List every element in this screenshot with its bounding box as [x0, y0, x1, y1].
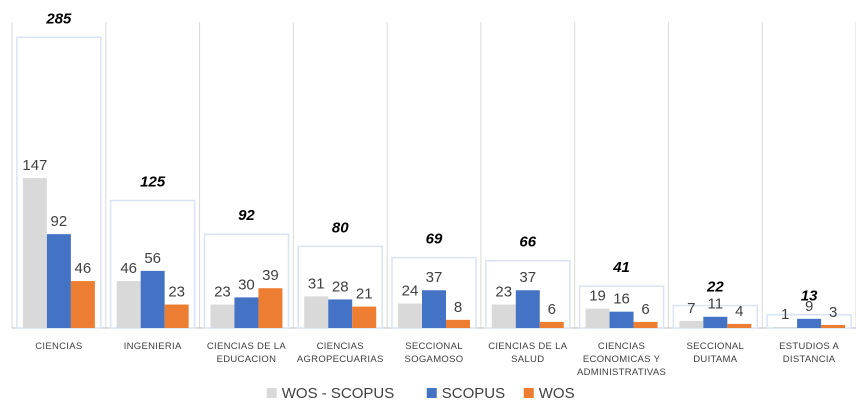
total-label: 22 — [706, 279, 724, 296]
x-tick-label-line: SECCIONAL — [405, 341, 463, 352]
x-tick-label-line: AGROPECUARIAS — [297, 354, 384, 365]
value-label: 24 — [402, 282, 419, 299]
value-label: 4 — [735, 303, 743, 320]
legend-swatch — [523, 388, 534, 398]
value-label: 147 — [22, 157, 47, 174]
x-tick-label: ESTUDIOS A DISTANCIA — [779, 341, 839, 365]
value-label: 9 — [805, 298, 813, 315]
bar — [234, 297, 259, 328]
x-tick-label: INGENIERIA — [124, 341, 182, 352]
x-tick-label-line: SOGAMOSO — [405, 354, 464, 365]
bar — [727, 323, 752, 328]
bar — [821, 324, 846, 328]
total-label: 80 — [332, 219, 349, 236]
legend-label: WOS — [539, 385, 575, 401]
value-label: 37 — [519, 269, 536, 286]
value-label: 6 — [641, 301, 649, 318]
bar — [679, 320, 704, 328]
total-label: 41 — [612, 259, 630, 276]
value-label: 23 — [168, 284, 185, 301]
bar — [46, 234, 71, 328]
value-label: 31 — [308, 275, 325, 292]
x-tick-label-line: INGENIERIA — [124, 341, 182, 352]
value-label: 16 — [613, 291, 630, 308]
x-tick-label: SECCIONAL DUITAMA — [687, 341, 745, 365]
bar — [304, 296, 329, 328]
x-tick-label-line: CIENCIAS — [598, 341, 645, 352]
x-tick-label-line: ADMINISTRATIVAS — [577, 367, 666, 378]
bar — [398, 303, 422, 328]
value-label: 56 — [144, 250, 161, 267]
bar — [164, 304, 189, 328]
x-tick-label-line: CIENCIAS DE LA — [207, 341, 287, 352]
x-tick-label-line: SALUD — [511, 354, 544, 365]
x-tick-label: SECCIONAL SOGAMOSO — [405, 341, 464, 365]
value-label: 37 — [426, 269, 443, 286]
value-label: 19 — [589, 288, 606, 305]
x-tick-label-line: DUITAMA — [693, 354, 738, 365]
bar — [773, 326, 798, 328]
total-label: 285 — [45, 10, 72, 27]
x-tick-label: CIENCIAS — [35, 341, 82, 352]
total-label: 13 — [801, 288, 818, 305]
bar — [258, 288, 283, 328]
x-tick-label: CIENCIAS ECONOMICAS Y ADMINISTRATIVAS — [577, 341, 666, 378]
bar — [539, 321, 564, 328]
bar — [422, 290, 446, 328]
total-label: 92 — [238, 207, 255, 224]
x-tick-label-line: CIENCIAS DE LA — [488, 341, 568, 352]
total-label: 125 — [140, 173, 166, 190]
x-tick-label-line: DISTANCIA — [783, 354, 836, 365]
x-tick-label: CIENCIAS DE LA SALUD — [488, 341, 568, 365]
total-label: 66 — [519, 234, 536, 251]
bar — [328, 299, 353, 328]
bar — [703, 316, 728, 328]
value-label: 7 — [687, 300, 695, 317]
bar — [633, 321, 658, 328]
value-label: 21 — [356, 286, 373, 303]
x-tick-label-line: ESTUDIOS A — [779, 341, 839, 352]
bar — [210, 304, 235, 328]
bar — [140, 270, 165, 328]
bar — [797, 318, 822, 328]
legend-label: WOS - SCOPUS — [282, 385, 395, 401]
total-label: 69 — [426, 231, 443, 248]
value-label: 1 — [781, 306, 789, 323]
value-label: 23 — [495, 284, 512, 301]
legend-swatch — [426, 388, 437, 398]
legend-label: SCOPUS — [442, 385, 505, 401]
value-label: 11 — [708, 296, 724, 313]
bar — [70, 281, 95, 328]
bar — [609, 311, 634, 328]
x-tick-label: CIENCIAS AGROPECUARIAS — [297, 341, 384, 365]
bar — [515, 290, 540, 328]
value-label: 8 — [454, 299, 462, 316]
x-tick-label-line: CIENCIAS — [317, 341, 364, 352]
legend-swatch — [266, 388, 277, 398]
bar — [446, 319, 470, 328]
x-tick-label-line: ECONOMICAS Y — [583, 354, 661, 365]
x-tick-label-line: SECCIONAL — [687, 341, 745, 352]
value-label: 28 — [332, 278, 349, 295]
value-label: 92 — [51, 213, 68, 230]
value-label: 23 — [214, 284, 231, 301]
value-label: 39 — [262, 267, 279, 284]
value-label: 3 — [829, 304, 837, 321]
bar — [585, 308, 610, 328]
value-label: 6 — [548, 301, 556, 318]
x-tick-label-line: EDUCACION — [217, 354, 277, 365]
bar — [22, 178, 47, 328]
x-tick-label-line: CIENCIAS — [35, 341, 82, 352]
value-label: 30 — [238, 276, 255, 293]
bar — [352, 306, 377, 328]
bar — [116, 281, 141, 328]
bar — [491, 304, 516, 328]
x-tick-label: CIENCIAS DE LA EDUCACION — [207, 341, 287, 365]
value-label: 46 — [120, 260, 137, 277]
value-label: 46 — [75, 260, 92, 277]
